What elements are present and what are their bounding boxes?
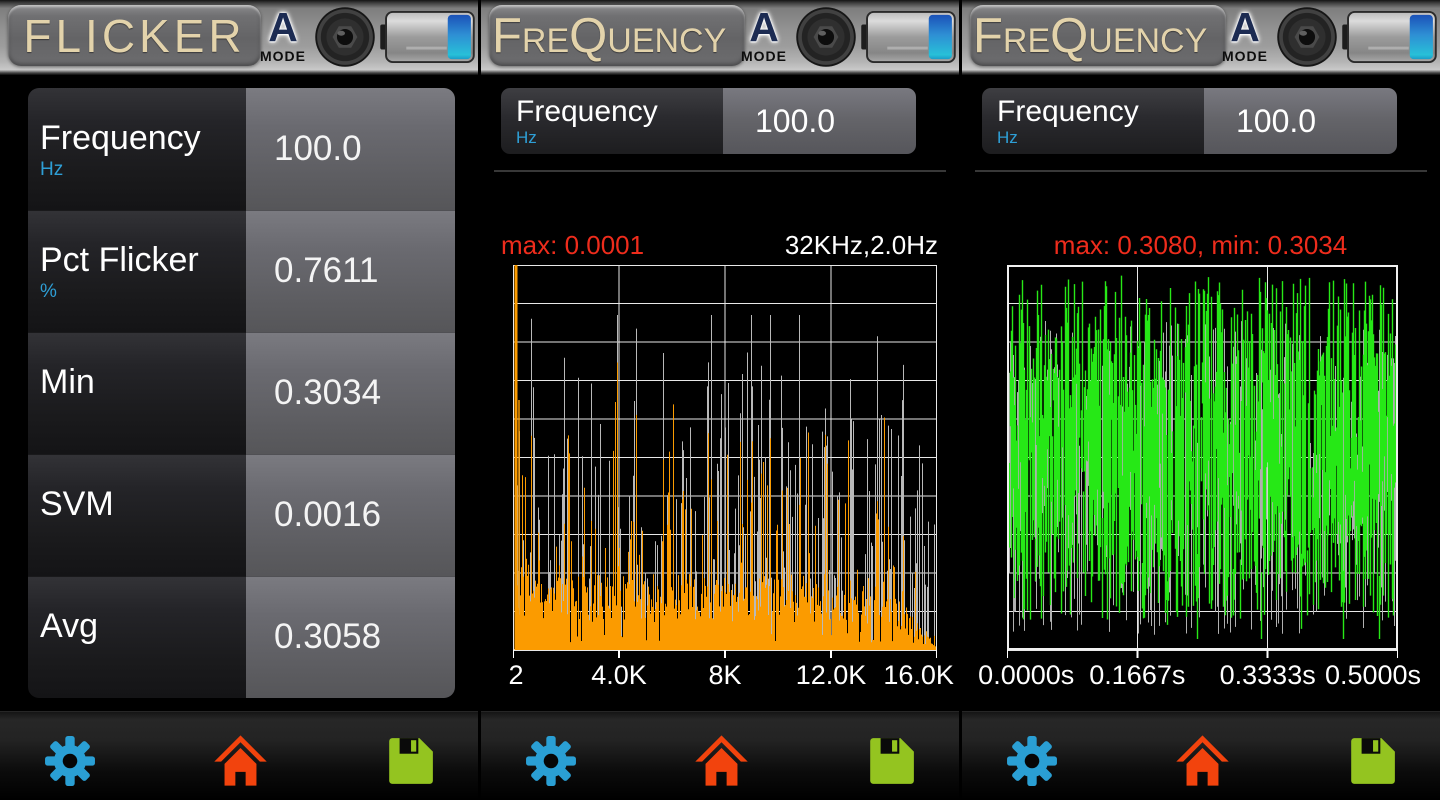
settings-button[interactable] [1006, 735, 1058, 787]
spectrum-x-axis: 2 4.0K 8K 12.0K 16.0K [508, 660, 953, 692]
row-unit [40, 646, 246, 669]
spectrum-plot [513, 265, 937, 658]
row-value: 0.0016 [246, 454, 455, 576]
battery-indicator-icon [379, 10, 476, 64]
home-icon [212, 732, 269, 789]
settings-button[interactable] [44, 735, 96, 787]
save-floppy-icon [1346, 735, 1398, 787]
mode-label: MODE [260, 48, 306, 64]
mode-button[interactable]: A MODE [251, 4, 315, 64]
row-value: 100.0 [246, 88, 455, 210]
battery-indicator-icon [860, 10, 957, 64]
title-button-frequency[interactable]: FreQuency [970, 5, 1226, 66]
x-tick-label: 8K [708, 660, 742, 690]
field-unit: Hz [516, 127, 537, 147]
row-value: 0.3034 [246, 332, 455, 454]
sample-info-label: 32KHz,2.0Hz [784, 230, 938, 260]
mode-a-icon: A [749, 4, 779, 50]
bottom-toolbar [481, 711, 959, 800]
x-tick-label: 0.0000s [978, 660, 1075, 690]
divider [975, 170, 1427, 172]
home-button[interactable] [212, 732, 269, 789]
save-floppy-icon [865, 735, 917, 787]
waveform-x-axis: 0.0000s 0.1667s 0.3333s 0.5000s [978, 660, 1421, 692]
table-row: Min 0.3034 [28, 332, 455, 454]
header-bar: FLICKER A MODE [0, 0, 478, 75]
row-label: Min [40, 362, 95, 401]
table-row: SVM 0.0016 [28, 454, 455, 576]
mode-label: MODE [741, 48, 787, 64]
shutter-aperture-icon[interactable] [795, 6, 857, 68]
table-row: Avg 0.3058 [28, 576, 455, 698]
header-bar: FreQuency A MODE [481, 0, 959, 75]
home-icon [1174, 732, 1231, 789]
field-value: 100.0 [723, 88, 916, 154]
shutter-aperture-icon[interactable] [1276, 6, 1338, 68]
panel-frequency-spectrum: FreQuency A MODE Frequency Hz 100.0 max:… [481, 0, 959, 800]
x-tick-label: 12.0K [795, 660, 867, 690]
gear-icon [525, 735, 577, 787]
shutter-aperture-icon[interactable] [314, 6, 376, 68]
row-value: 0.3058 [246, 576, 455, 698]
header-bar: FreQuency A MODE [962, 0, 1440, 75]
bottom-toolbar [962, 711, 1440, 800]
home-button[interactable] [1174, 732, 1231, 789]
row-unit [40, 524, 246, 547]
chart-header: max: 0.3080, min: 0.3034 [982, 230, 1419, 260]
mode-button[interactable]: A MODE [732, 4, 796, 64]
measurement-table: Frequency Hz 100.0 Pct Flicker % 0.7611 … [28, 88, 455, 698]
save-button[interactable] [1346, 735, 1398, 787]
mode-a-icon: A [268, 4, 298, 50]
x-tick-label: 0.5000s [1324, 660, 1422, 690]
home-icon [693, 732, 750, 789]
panel-flicker: FLICKER A MODE Frequency Hz 100.0 Pct Fl… [0, 0, 478, 800]
gear-icon [44, 735, 96, 787]
x-tick-label: 0.3333s [1219, 660, 1316, 690]
x-tick-label: 16.0K [883, 660, 954, 690]
row-value: 0.7611 [246, 210, 455, 332]
row-label: Frequency [40, 118, 201, 157]
row-unit: % [40, 280, 57, 302]
panel-frequency-waveform: FreQuency A MODE Frequency Hz 100.0 max:… [962, 0, 1440, 800]
field-unit: Hz [997, 127, 1018, 147]
gear-icon [1006, 735, 1058, 787]
battery-indicator-icon [1341, 10, 1438, 64]
mode-button[interactable]: A MODE [1213, 4, 1277, 64]
x-tick-label: 4.0K [591, 660, 647, 690]
row-label: Pct Flicker [40, 240, 199, 279]
waveform-plot [1007, 265, 1398, 658]
x-tick-label: 0.1667s [1089, 660, 1186, 690]
row-label: SVM [40, 484, 114, 523]
row-unit [40, 402, 246, 425]
field-label: Frequency [997, 94, 1139, 128]
title-button-frequency[interactable]: FreQuency [489, 5, 745, 66]
frequency-field[interactable]: Frequency Hz 100.0 [501, 88, 916, 154]
max-value-label: max: 0.0001 [501, 230, 645, 260]
mode-label: MODE [1222, 48, 1268, 64]
home-button[interactable] [693, 732, 750, 789]
x-tick-label: 2 [508, 660, 524, 690]
mode-a-icon: A [1230, 4, 1260, 50]
divider [494, 170, 946, 172]
spectrum-chart [513, 265, 937, 659]
row-unit: Hz [40, 158, 64, 180]
waveform-chart [1007, 265, 1398, 659]
chart-header: max: 0.0001 32KHz,2.0Hz [501, 230, 938, 260]
table-row: Frequency Hz 100.0 [28, 88, 455, 210]
save-floppy-icon [384, 735, 436, 787]
field-label: Frequency [516, 94, 658, 128]
settings-button[interactable] [525, 735, 577, 787]
save-button[interactable] [865, 735, 917, 787]
table-row: Pct Flicker % 0.7611 [28, 210, 455, 332]
title-button-flicker[interactable]: FLICKER [8, 5, 261, 66]
max-min-stats-label: max: 0.3080, min: 0.3034 [1053, 230, 1348, 260]
field-value: 100.0 [1204, 88, 1397, 154]
save-button[interactable] [384, 735, 436, 787]
frequency-field[interactable]: Frequency Hz 100.0 [982, 88, 1397, 154]
row-label: Avg [40, 606, 98, 645]
bottom-toolbar [0, 711, 478, 800]
